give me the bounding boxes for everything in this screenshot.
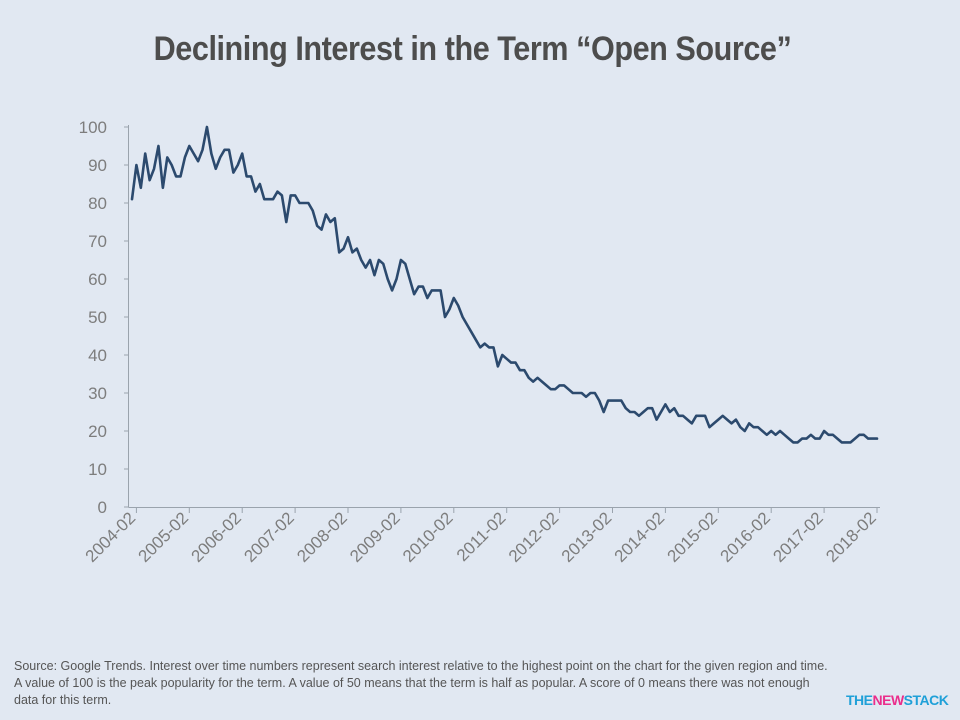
x-tick-label: 2007-02 <box>240 508 298 566</box>
logo-part-new: NEW <box>872 692 905 708</box>
x-tick-label: 2013-02 <box>558 508 616 566</box>
y-tick-label: 10 <box>88 460 107 479</box>
x-tick-label: 2010-02 <box>399 508 457 566</box>
x-tick-label: 2015-02 <box>664 508 722 566</box>
x-tick-label: 2005-02 <box>135 508 193 566</box>
logo-part-stack: STACK <box>903 692 949 708</box>
y-tick-label: 30 <box>88 384 107 403</box>
x-tick-label: 2009-02 <box>346 508 404 566</box>
x-tick-label: 2004-02 <box>82 508 140 566</box>
y-tick-label: 80 <box>88 194 107 213</box>
y-tick-label: 70 <box>88 232 107 251</box>
x-tick-label: 2014-02 <box>611 508 669 566</box>
x-tick-label: 2012-02 <box>505 508 563 566</box>
y-tick-label: 40 <box>88 346 107 365</box>
logo-part-the: THE <box>846 692 873 708</box>
source-note: Source: Google Trends. Interest over tim… <box>14 659 828 707</box>
x-tick-label: 2018-02 <box>822 508 880 566</box>
x-tick-label: 2006-02 <box>187 508 245 566</box>
y-tick-label: 50 <box>88 308 107 327</box>
y-tick-label: 90 <box>88 156 107 175</box>
y-tick-label: 60 <box>88 270 107 289</box>
y-tick-label: 0 <box>98 498 107 517</box>
x-tick-label: 2016-02 <box>716 508 774 566</box>
x-tick-label: 2011-02 <box>453 508 510 565</box>
chart-title: Declining Interest in the Term “Open Sou… <box>153 30 792 68</box>
series-line <box>130 125 879 444</box>
y-tick-label: 20 <box>88 422 107 441</box>
brand-logo: THENEWSTACK <box>846 692 949 708</box>
x-tick-label: 2017-02 <box>769 508 827 566</box>
x-tick-label: 2008-02 <box>293 508 351 566</box>
y-tick-label: 100 <box>79 118 107 137</box>
